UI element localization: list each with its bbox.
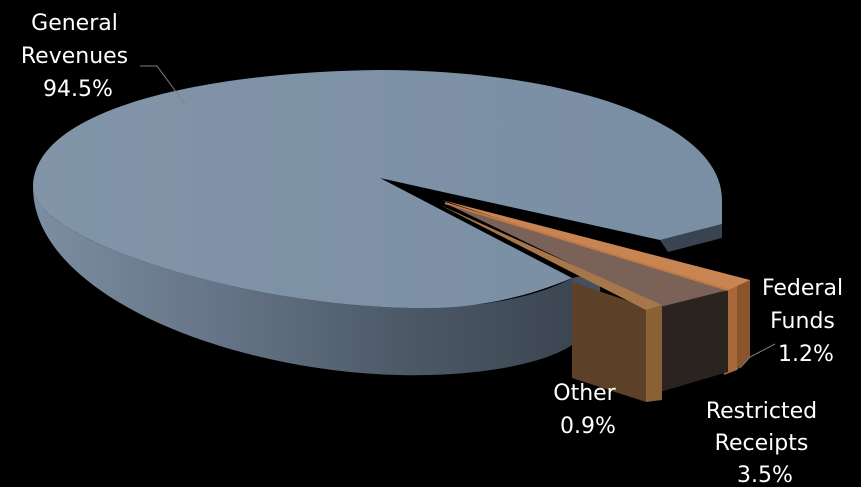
label-federal-funds-line2: Funds: [770, 309, 835, 334]
leader-general-revenues: [140, 65, 186, 105]
label-general-revenues-value: 94.5%: [43, 77, 113, 102]
label-general-revenues: General Revenues 94.5%: [21, 11, 135, 102]
label-other-value: 0.9%: [560, 414, 616, 439]
label-general-revenues-line2: Revenues: [21, 44, 128, 69]
label-federal-funds-line1: Federal: [762, 276, 843, 301]
label-restricted-receipts-line1: Restricted: [706, 399, 817, 424]
slice-restricted-receipts-edge: [444, 202, 729, 291]
slice-other: [440, 205, 662, 402]
label-federal-funds: Federal Funds 1.2%: [762, 276, 850, 367]
leader-federal-funds: [739, 343, 776, 369]
label-restricted-receipts: Restricted Receipts 3.5%: [706, 399, 824, 487]
slice-other-side: [572, 282, 646, 402]
slice-general-revenues-back-wall: [660, 224, 722, 252]
slice-restricted-receipts-top: [445, 203, 728, 307]
slice-federal-funds-side: [737, 280, 750, 370]
label-other: Other 0.9%: [553, 381, 622, 439]
slice-federal-funds-top: [442, 200, 750, 292]
label-restricted-receipts-line2: Receipts: [715, 431, 809, 456]
slice-restricted-receipts: [444, 202, 729, 392]
slice-other-top: [440, 205, 662, 310]
label-federal-funds-value: 1.2%: [778, 342, 834, 367]
label-restricted-receipts-value: 3.5%: [737, 463, 793, 487]
slice-general-revenues-top: [33, 70, 722, 309]
label-other-line1: Other: [553, 381, 616, 406]
slice-other-cut-face: [646, 305, 662, 402]
slice-restricted-receipts-side: [660, 290, 728, 392]
label-general-revenues-line1: General: [31, 11, 118, 36]
slice-general-revenues-side: [33, 187, 572, 376]
